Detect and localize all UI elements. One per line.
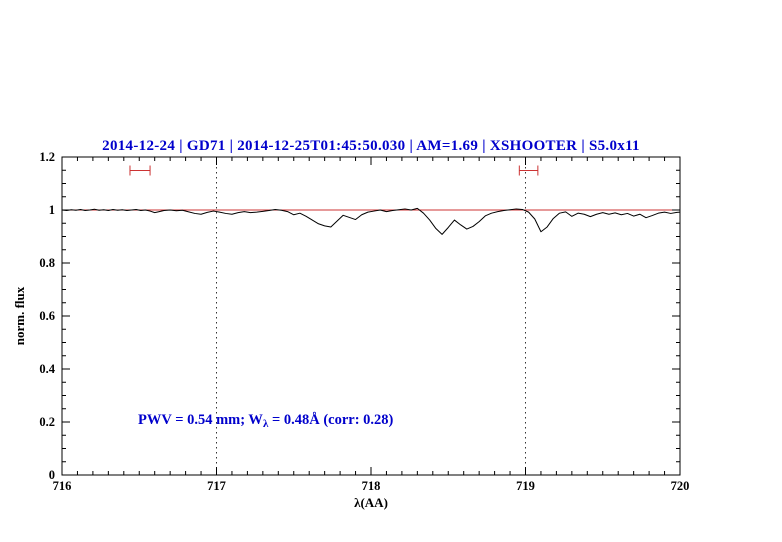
- chart-title: 2014-12-24 | GD71 | 2014-12-25T01:45:50.…: [102, 138, 640, 154]
- x-tick-label: 717: [207, 479, 226, 493]
- pwv-annotation: PWV = 0.54 mm; Wλ = 0.48Å (corr: 0.28): [138, 412, 394, 430]
- y-tick-label: 0.4: [39, 362, 55, 376]
- x-tick-labels: 716 717 718 719 720: [53, 479, 690, 493]
- y-tick-label: 0.2: [39, 415, 55, 429]
- y-tick-label: 0: [49, 468, 55, 482]
- y-tick-labels: 0 0.2 0.4 0.6 0.8 1 1.2: [39, 150, 55, 482]
- y-tick-label: 1.2: [39, 150, 55, 164]
- spectrum-series: [61, 207, 681, 235]
- grid-vlines: [216, 157, 526, 475]
- pwv-annotation-pre: PWV = 0.54 mm; W: [138, 412, 263, 428]
- x-axis-label: λ(AA): [354, 495, 388, 510]
- x-tick-label: 718: [362, 479, 381, 493]
- band-markers: [129, 165, 539, 176]
- pwv-annotation-post: = 0.48Å (corr: 0.28): [268, 412, 393, 428]
- band-marker: [129, 165, 151, 176]
- y-axis-label: norm. flux: [12, 286, 27, 345]
- spectrum-line: [61, 207, 681, 235]
- plot-frame: [61, 156, 681, 476]
- pwv-annotation-sub: λ: [263, 418, 269, 430]
- y-tick-label: 1: [49, 203, 55, 217]
- x-tick-label: 716: [53, 479, 72, 493]
- x-tick-label: 719: [516, 479, 535, 493]
- y-tick-label: 0.6: [39, 309, 55, 323]
- y-tick-label: 0.8: [39, 256, 55, 270]
- x-tick-label: 720: [671, 479, 690, 493]
- band-marker: [518, 165, 539, 176]
